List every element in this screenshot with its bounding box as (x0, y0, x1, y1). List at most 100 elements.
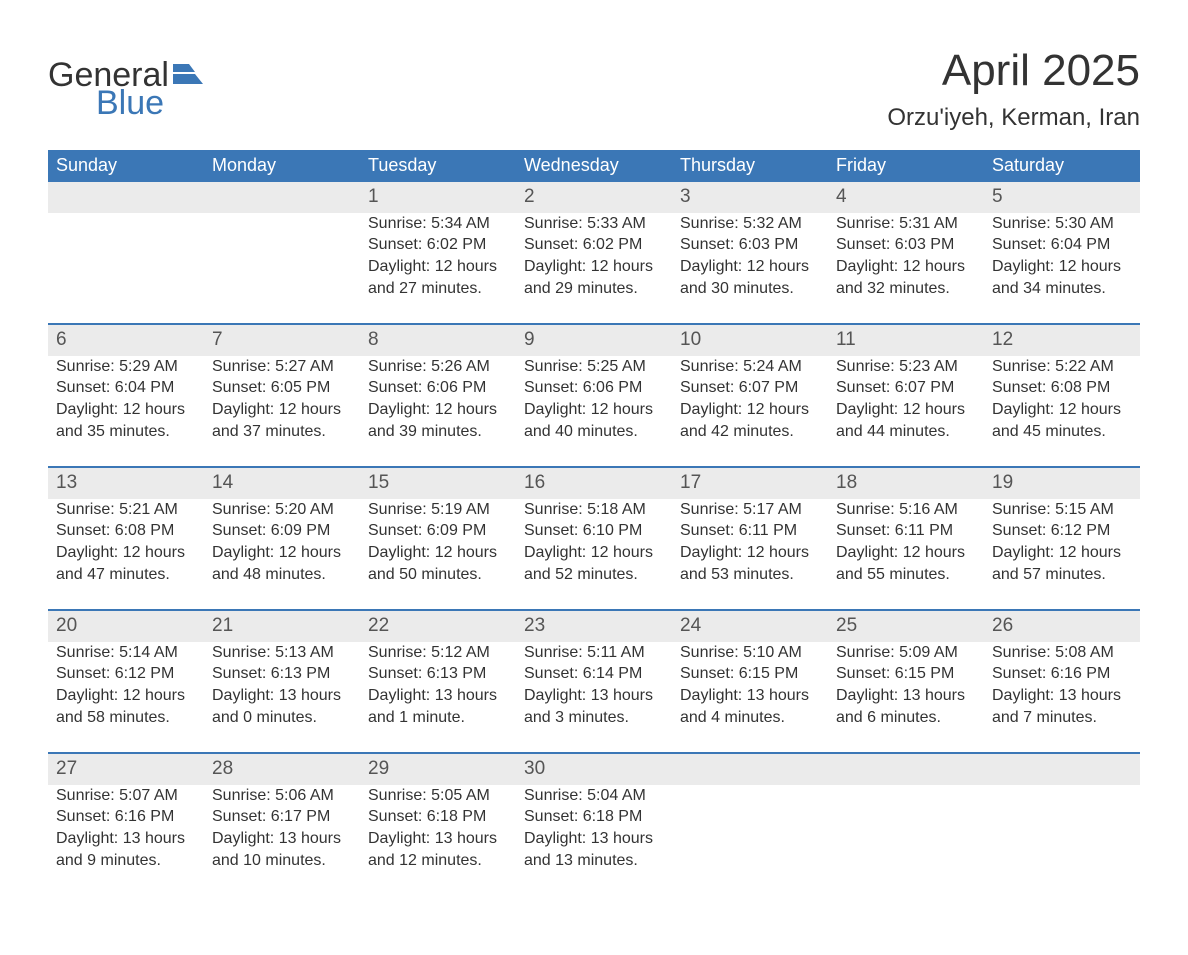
sunset-line: Sunset: 6:09 PM (212, 520, 352, 542)
daylight-line: Daylight: 12 hours and 37 minutes. (212, 399, 352, 442)
day-cell: Sunrise: 5:17 AMSunset: 6:11 PMDaylight:… (672, 499, 828, 609)
day-number-cell: 5 (984, 182, 1140, 213)
day-number-row: 13141516171819 (48, 468, 1140, 499)
daylight-line: Daylight: 12 hours and 58 minutes. (56, 685, 196, 728)
daylight-line: Daylight: 12 hours and 47 minutes. (56, 542, 196, 585)
day-cell (984, 785, 1140, 895)
daylight-line: Daylight: 13 hours and 1 minute. (368, 685, 508, 728)
daylight-line: Daylight: 12 hours and 45 minutes. (992, 399, 1132, 442)
sunrise-line: Sunrise: 5:14 AM (56, 642, 196, 664)
calendar-table: SundayMondayTuesdayWednesdayThursdayFrid… (48, 150, 1140, 895)
day-number-cell (48, 182, 204, 213)
day-content-row: Sunrise: 5:14 AMSunset: 6:12 PMDaylight:… (48, 642, 1140, 752)
day-number-cell: 9 (516, 325, 672, 356)
day-cell: Sunrise: 5:22 AMSunset: 6:08 PMDaylight:… (984, 356, 1140, 466)
day-number-row: 12345 (48, 182, 1140, 213)
sunrise-line: Sunrise: 5:06 AM (212, 785, 352, 807)
sunrise-line: Sunrise: 5:31 AM (836, 213, 976, 235)
sunset-line: Sunset: 6:07 PM (836, 377, 976, 399)
daylight-line: Daylight: 12 hours and 48 minutes. (212, 542, 352, 585)
daylight-line: Daylight: 12 hours and 42 minutes. (680, 399, 820, 442)
day-cell: Sunrise: 5:21 AMSunset: 6:08 PMDaylight:… (48, 499, 204, 609)
sunrise-line: Sunrise: 5:33 AM (524, 213, 664, 235)
sunrise-line: Sunrise: 5:13 AM (212, 642, 352, 664)
sunrise-line: Sunrise: 5:22 AM (992, 356, 1132, 378)
sunset-line: Sunset: 6:11 PM (836, 520, 976, 542)
sunrise-line: Sunrise: 5:25 AM (524, 356, 664, 378)
sunrise-line: Sunrise: 5:09 AM (836, 642, 976, 664)
day-number-cell: 28 (204, 754, 360, 785)
daylight-line: Daylight: 12 hours and 44 minutes. (836, 399, 976, 442)
daylight-line: Daylight: 12 hours and 39 minutes. (368, 399, 508, 442)
month-title: April 2025 (887, 48, 1140, 94)
sunrise-line: Sunrise: 5:15 AM (992, 499, 1132, 521)
daylight-line: Daylight: 12 hours and 30 minutes. (680, 256, 820, 299)
day-cell: Sunrise: 5:32 AMSunset: 6:03 PMDaylight:… (672, 213, 828, 323)
day-number-row: 20212223242526 (48, 611, 1140, 642)
sunset-line: Sunset: 6:15 PM (836, 663, 976, 685)
day-number-cell (984, 754, 1140, 785)
brand-line2: Blue (96, 86, 203, 120)
sunrise-line: Sunrise: 5:23 AM (836, 356, 976, 378)
flag-icon (173, 64, 203, 88)
day-cell: Sunrise: 5:16 AMSunset: 6:11 PMDaylight:… (828, 499, 984, 609)
sunset-line: Sunset: 6:11 PM (680, 520, 820, 542)
day-number-cell: 15 (360, 468, 516, 499)
sunrise-line: Sunrise: 5:10 AM (680, 642, 820, 664)
day-cell: Sunrise: 5:14 AMSunset: 6:12 PMDaylight:… (48, 642, 204, 752)
day-number-cell: 10 (672, 325, 828, 356)
day-number-cell: 12 (984, 325, 1140, 356)
day-cell: Sunrise: 5:19 AMSunset: 6:09 PMDaylight:… (360, 499, 516, 609)
sunrise-line: Sunrise: 5:30 AM (992, 213, 1132, 235)
sunrise-line: Sunrise: 5:11 AM (524, 642, 664, 664)
sunrise-line: Sunrise: 5:32 AM (680, 213, 820, 235)
daylight-line: Daylight: 13 hours and 9 minutes. (56, 828, 196, 871)
daylight-line: Daylight: 13 hours and 7 minutes. (992, 685, 1132, 728)
day-cell: Sunrise: 5:31 AMSunset: 6:03 PMDaylight:… (828, 213, 984, 323)
day-header: Monday (204, 150, 360, 182)
day-number-cell: 26 (984, 611, 1140, 642)
daylight-line: Daylight: 12 hours and 50 minutes. (368, 542, 508, 585)
daylight-line: Daylight: 12 hours and 40 minutes. (524, 399, 664, 442)
daylight-line: Daylight: 12 hours and 32 minutes. (836, 256, 976, 299)
day-number-cell: 24 (672, 611, 828, 642)
day-header: Wednesday (516, 150, 672, 182)
day-cell: Sunrise: 5:24 AMSunset: 6:07 PMDaylight:… (672, 356, 828, 466)
day-number-cell: 29 (360, 754, 516, 785)
sunset-line: Sunset: 6:05 PM (212, 377, 352, 399)
day-content-row: Sunrise: 5:21 AMSunset: 6:08 PMDaylight:… (48, 499, 1140, 609)
day-number-cell: 18 (828, 468, 984, 499)
day-number-cell: 6 (48, 325, 204, 356)
day-header: Friday (828, 150, 984, 182)
sunrise-line: Sunrise: 5:34 AM (368, 213, 508, 235)
daylight-line: Daylight: 12 hours and 27 minutes. (368, 256, 508, 299)
sunrise-line: Sunrise: 5:18 AM (524, 499, 664, 521)
day-header: Saturday (984, 150, 1140, 182)
sunrise-line: Sunrise: 5:24 AM (680, 356, 820, 378)
daylight-line: Daylight: 13 hours and 4 minutes. (680, 685, 820, 728)
day-cell: Sunrise: 5:26 AMSunset: 6:06 PMDaylight:… (360, 356, 516, 466)
day-number-cell: 17 (672, 468, 828, 499)
day-content-row: Sunrise: 5:34 AMSunset: 6:02 PMDaylight:… (48, 213, 1140, 323)
sunrise-line: Sunrise: 5:20 AM (212, 499, 352, 521)
brand-logo: General Blue (48, 58, 203, 120)
day-number-cell (828, 754, 984, 785)
sunrise-line: Sunrise: 5:08 AM (992, 642, 1132, 664)
daylight-line: Daylight: 13 hours and 3 minutes. (524, 685, 664, 728)
day-number-cell: 3 (672, 182, 828, 213)
day-cell: Sunrise: 5:20 AMSunset: 6:09 PMDaylight:… (204, 499, 360, 609)
day-number-cell: 21 (204, 611, 360, 642)
daylight-line: Daylight: 12 hours and 55 minutes. (836, 542, 976, 585)
day-cell: Sunrise: 5:04 AMSunset: 6:18 PMDaylight:… (516, 785, 672, 895)
day-content-row: Sunrise: 5:29 AMSunset: 6:04 PMDaylight:… (48, 356, 1140, 466)
daylight-line: Daylight: 13 hours and 13 minutes. (524, 828, 664, 871)
day-number-cell: 13 (48, 468, 204, 499)
sunset-line: Sunset: 6:09 PM (368, 520, 508, 542)
title-region: April 2025 Orzu'iyeh, Kerman, Iran (887, 48, 1140, 132)
day-cell: Sunrise: 5:33 AMSunset: 6:02 PMDaylight:… (516, 213, 672, 323)
sunset-line: Sunset: 6:06 PM (524, 377, 664, 399)
day-number-row: 27282930 (48, 754, 1140, 785)
sunrise-line: Sunrise: 5:21 AM (56, 499, 196, 521)
sunset-line: Sunset: 6:04 PM (992, 234, 1132, 256)
day-cell (48, 213, 204, 323)
